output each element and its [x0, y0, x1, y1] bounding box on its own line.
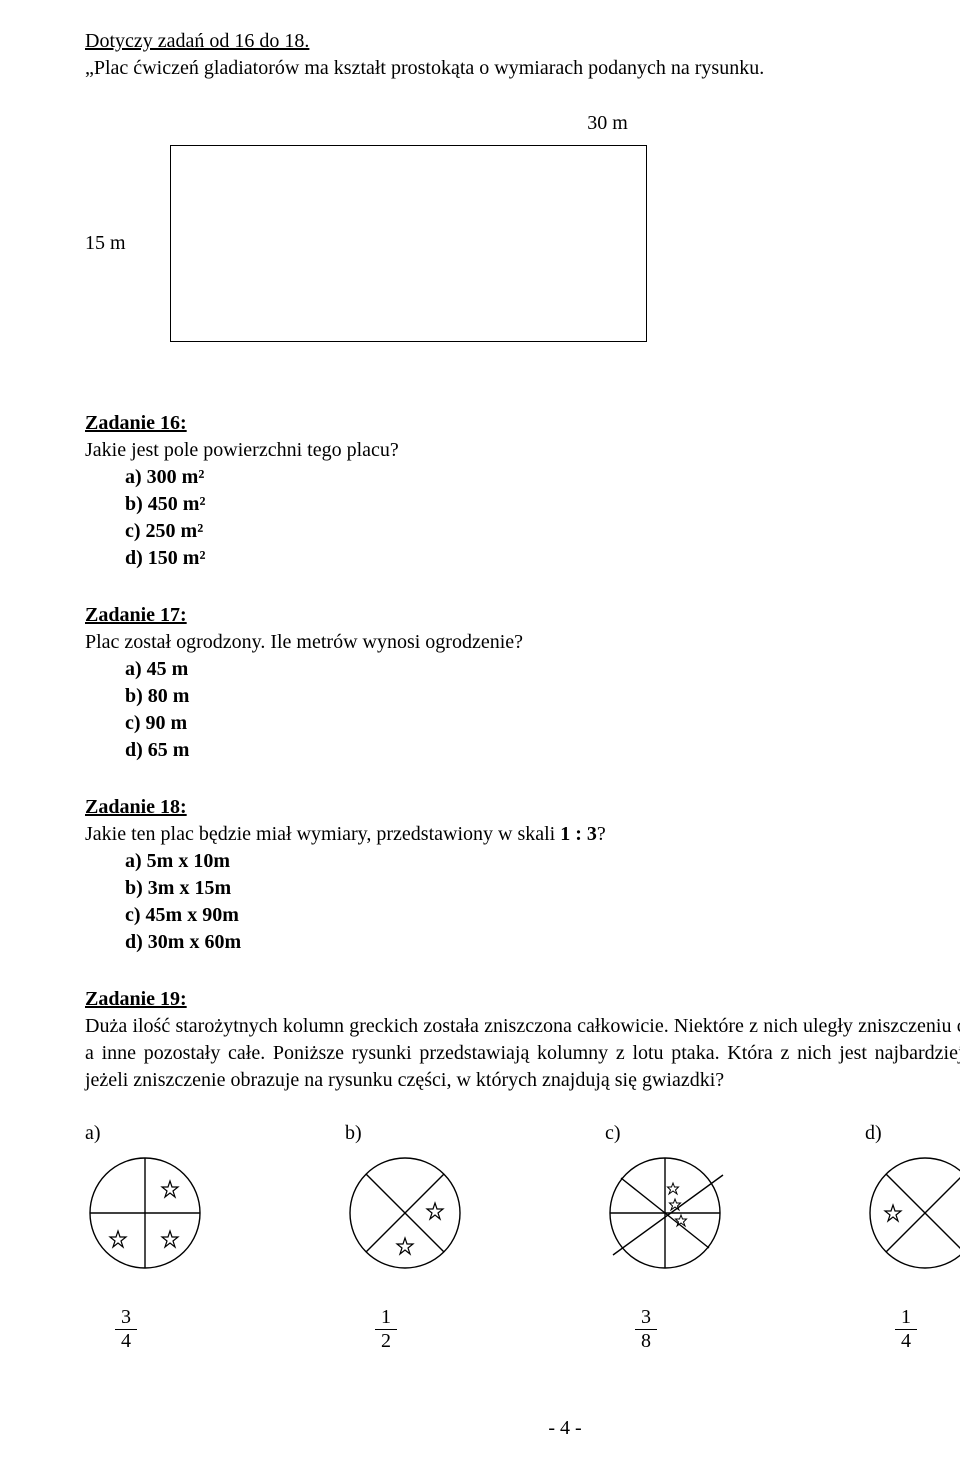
rect-box — [170, 145, 647, 342]
circle-diagram-a — [85, 1153, 205, 1273]
task16-options: a) 300 m² b) 450 m² c) 250 m² d) 150 m² — [85, 464, 960, 572]
task18-heading: Zadanie 18: — [85, 796, 187, 818]
task18-question: Jakie ten plac będzie miał wymiary, prze… — [85, 821, 960, 848]
fraction-c: 3 8 — [605, 1307, 785, 1355]
task18-options: a) 5m x 10m b) 3m x 15m c) 45m x 90m d) … — [85, 848, 960, 956]
task16-opt-c: c) 250 m² — [85, 518, 960, 545]
task17-opt-d: d) 65 m — [85, 737, 960, 764]
intro-line-1: Dotyczy zadań od 16 do 18. — [85, 28, 960, 55]
task19-paragraph: Duża ilość starożytnych kolumn greckich … — [85, 1013, 960, 1094]
intro-line-2: „Plac ćwiczeń gladiatorów ma kształt pro… — [85, 55, 960, 82]
task19-heading: Zadanie 19: — [85, 988, 187, 1010]
diagram-col-d: d) — [865, 1120, 960, 1273]
task16-opt-d: d) 150 m² — [85, 545, 960, 572]
rectangle-figure: 30 m 15 m — [85, 110, 960, 360]
task17-options: a) 45 m b) 80 m c) 90 m d) 65 m — [85, 656, 960, 764]
task18-opt-c: c) 45m x 90m — [85, 902, 960, 929]
task18-opt-a: a) 5m x 10m — [85, 848, 960, 875]
diagram-col-c: c) — [605, 1120, 785, 1273]
page-footer: - 4 - — [85, 1415, 960, 1442]
diagram-label-c: c) — [605, 1122, 621, 1144]
task17-opt-c: c) 90 m — [85, 710, 960, 737]
task17-question: Plac został ogrodzony. Ile metrów wynosi… — [85, 629, 960, 656]
circle-diagram-d — [865, 1153, 960, 1273]
task16-opt-b: b) 450 m² — [85, 491, 960, 518]
task16-question: Jakie jest pole powierzchni tego placu? — [85, 437, 960, 464]
fraction-d: 1 4 — [865, 1307, 960, 1355]
task17-heading: Zadanie 17: — [85, 604, 187, 626]
circle-diagram-c — [605, 1153, 725, 1273]
task17-opt-b: b) 80 m — [85, 683, 960, 710]
rect-top-dim: 30 m — [85, 110, 960, 137]
task18-opt-d: d) 30m x 60m — [85, 929, 960, 956]
diagram-label-b: b) — [345, 1122, 362, 1144]
task16-heading: Zadanie 16: — [85, 412, 187, 434]
circle-diagram-b — [345, 1153, 465, 1273]
rect-left-dim: 15 m — [85, 230, 140, 257]
diagram-label-d: d) — [865, 1122, 882, 1144]
task18-opt-b: b) 3m x 15m — [85, 875, 960, 902]
fraction-a: 3 4 — [85, 1307, 265, 1355]
task17-opt-a: a) 45 m — [85, 656, 960, 683]
diagram-col-a: a) — [85, 1120, 265, 1273]
diagram-label-a: a) — [85, 1122, 101, 1144]
diagram-col-b: b) — [345, 1120, 525, 1273]
task16-opt-a: a) 300 m² — [85, 464, 960, 491]
fraction-b: 1 2 — [345, 1307, 525, 1355]
